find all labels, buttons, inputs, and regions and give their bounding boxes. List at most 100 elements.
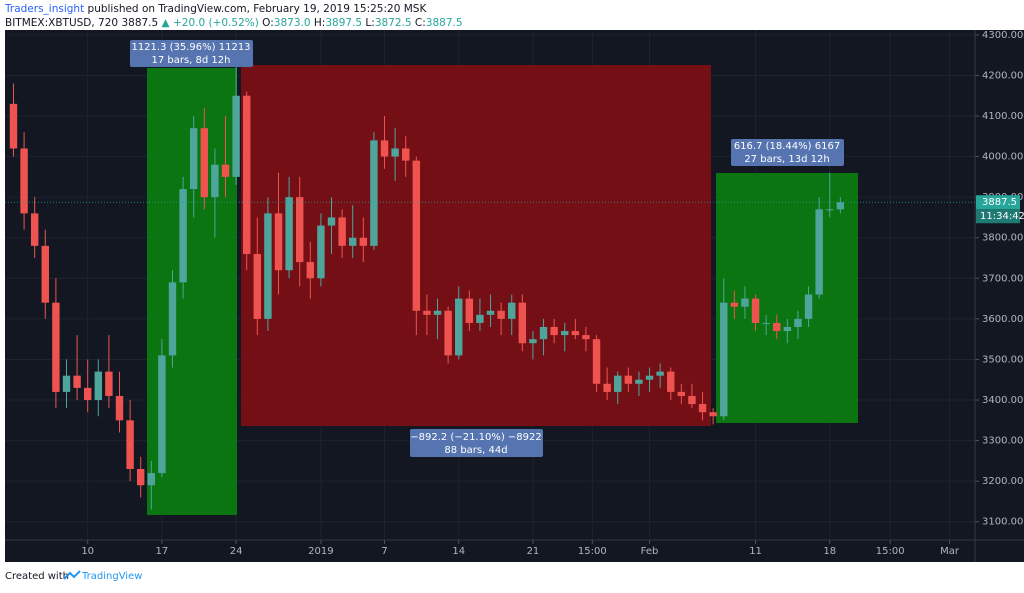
candle-body [349,237,357,246]
candle-body [465,298,474,323]
countdown-tag [976,209,1020,224]
x-tick-label: 15:00 [578,546,607,557]
h-label: H: [314,17,325,29]
candle-body [391,148,399,157]
candle-body [380,140,389,157]
candle-body [486,310,495,315]
candle-body [115,395,124,421]
x-tick-label: 15:00 [876,546,905,557]
x-tick-label: 21 [527,546,540,557]
candle-body [136,468,145,486]
candle-body [709,412,717,417]
x-tick-label: 18 [823,546,836,557]
x-tick-label: Feb [641,546,659,557]
annotation-text: 17 bars, 8d 12h [151,55,230,66]
countdown-label: 11:34:42 [980,211,1024,222]
l: 3872.5 [375,17,412,29]
c-label: C: [415,17,426,29]
candle-body [179,189,187,283]
h: 3897.5 [325,17,362,29]
y-tick-label: 4200.00 [982,70,1023,81]
candle-body [741,298,749,307]
annotation-text: −892.2 (−21.10%) −8922 [410,432,542,443]
y-tick-label: 3500.00 [982,354,1023,365]
candle-body [645,375,654,380]
candle-body [242,95,251,254]
candle-body [762,322,770,324]
candle-body [635,379,643,384]
axes: 3100.00 3200.00 3300.00 3400.00 3500.00 3600.… [81,30,1024,557]
y-tick-label: 4100.00 [982,111,1023,122]
candle-body [402,148,410,161]
annotation-text: 27 bars, 13d 12h [744,154,829,165]
candle-body [550,326,558,336]
y-tick-label: 3700.00 [982,273,1023,284]
candle-body [83,387,92,401]
candle-body [317,225,325,279]
candle-body [783,326,792,332]
candles [5,63,975,510]
annotation-text: 1121.3 (35.96%) 11213 [131,42,250,53]
candle-body [698,404,707,413]
candle-body [221,164,230,177]
annotation-box [130,40,253,67]
candle-body [73,375,81,388]
candle-body [423,310,431,315]
candle-body [433,310,442,315]
candle-body [508,302,516,319]
footer-brand[interactable]: TradingView [81,571,142,582]
candle-body [41,245,49,303]
header-line-2: BITMEX:XBTUSD, 720 3887.5 ▲ +20.0 (+0.52… [5,17,463,29]
candle-body [815,209,823,295]
footer-created: Created with [5,571,69,582]
candle-body [274,213,283,271]
candle-body [497,310,505,319]
y-tick-label: 3600.00 [982,314,1023,325]
candle-body [30,213,39,246]
x-tick-label: Mar [940,546,960,557]
last-price-tag [976,195,1020,210]
candle-body [285,197,293,271]
candle-body [539,326,548,340]
y-tick-label: 4000.00 [982,152,1023,163]
change: ▲ +20.0 (+0.52%) [162,17,259,29]
candle-body [189,128,198,190]
candle-body [720,302,728,417]
candle-body [688,395,696,405]
candle-body [211,164,219,198]
x-tick-label: 24 [230,546,243,557]
publisher[interactable]: Traders_insight [4,3,84,15]
x-tick-label: 14 [452,546,465,557]
candle-body [126,420,134,469]
candle-body [794,318,802,327]
candle-body [253,253,262,319]
candle-body [264,213,272,319]
candle-body [592,339,601,384]
x-tick-label: 10 [81,546,94,557]
candle-body [158,355,166,474]
candle-body [94,371,102,401]
range-down [241,65,711,426]
candle-body [412,160,421,311]
last: 3887.5 [121,17,158,29]
y-tick-label: 3300.00 [982,436,1023,447]
annotation-3: 616.7 (18.44%) 6167 27 bars, 13d 12h [731,139,844,166]
candle-body [667,371,675,392]
candle-body [147,473,156,486]
candle-body [20,148,28,214]
candle-body [826,209,834,211]
y-tick-label: 4300.00 [982,30,1023,41]
candle-body [677,391,686,396]
x-tick-label: 17 [156,546,169,557]
candle-body [338,217,346,246]
candle-body [773,322,781,332]
x-tick-label: 11 [749,546,762,557]
y-tick-label: 3200.00 [982,476,1023,487]
candle-body [105,371,113,396]
y-tick-label: 3800.00 [982,233,1023,244]
candle-body [444,310,452,356]
candle-body [582,335,590,340]
symbol: BITMEX:XBTUSD, 720 [5,17,118,29]
annotation-text: 88 bars, 44d [444,445,507,456]
